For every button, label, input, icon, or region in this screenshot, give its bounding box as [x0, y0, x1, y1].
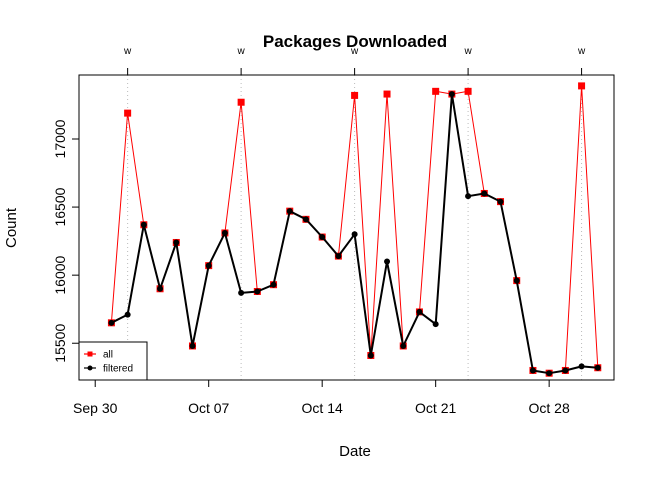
legend-swatch-filtered	[87, 365, 93, 371]
chart-title: Packages Downloaded	[263, 32, 447, 51]
x-tick-label-1: Oct 07	[188, 400, 229, 416]
point-all-1	[124, 109, 132, 117]
point-filtered-8	[238, 289, 245, 296]
point-filtered-1	[124, 311, 131, 318]
point-filtered-18	[400, 342, 407, 349]
point-filtered-14	[335, 253, 342, 260]
point-filtered-0	[108, 319, 115, 326]
series-layer	[107, 82, 602, 377]
point-filtered-5	[189, 342, 196, 349]
week-tick-label-2: w	[350, 46, 359, 57]
point-filtered-28	[562, 367, 569, 374]
x-tick-label-0: Sep 30	[73, 400, 118, 416]
y-tick-label-2: 16500	[52, 187, 68, 226]
point-filtered-26	[529, 367, 536, 374]
x-tick-label-4: Oct 28	[529, 400, 570, 416]
x-tick-label-2: Oct 14	[302, 400, 343, 416]
point-all-29	[578, 82, 586, 90]
point-filtered-13	[319, 234, 326, 241]
point-filtered-29	[578, 363, 585, 370]
point-filtered-24	[497, 198, 504, 205]
point-filtered-4	[173, 239, 180, 246]
point-filtered-16	[367, 352, 374, 359]
week-tick-label-0: w	[123, 46, 132, 57]
point-filtered-9	[254, 288, 261, 295]
point-filtered-27	[546, 370, 553, 377]
y-tick-label-0: 15500	[52, 324, 68, 363]
y-axis: 15500 16000 16500 17000	[52, 119, 79, 363]
point-filtered-6	[205, 262, 212, 269]
point-filtered-10	[270, 281, 277, 288]
y-tick-label-1: 16000	[52, 255, 68, 294]
point-filtered-15	[351, 231, 358, 238]
week-marker-lines	[127, 75, 583, 380]
point-filtered-3	[157, 285, 164, 292]
week-tick-label-3: w	[463, 46, 472, 57]
x-axis-label: Date	[339, 443, 371, 460]
point-filtered-2	[140, 221, 147, 228]
point-filtered-19	[416, 308, 423, 315]
week-tick-label-4: w	[577, 46, 586, 57]
point-filtered-11	[286, 208, 293, 215]
point-filtered-12	[302, 216, 309, 223]
x-axis: Sep 30 Oct 07 Oct 14 Oct 21 Oct 28	[73, 379, 570, 416]
legend-box	[78, 341, 148, 381]
legend-label-all: all	[103, 350, 113, 361]
point-filtered-17	[384, 258, 391, 265]
series-filtered	[108, 91, 601, 377]
point-all-22	[464, 87, 472, 95]
point-all-20	[432, 87, 440, 95]
point-filtered-7	[221, 229, 228, 236]
point-filtered-30	[594, 364, 601, 371]
legend-swatch-all	[87, 351, 93, 357]
point-all-15	[351, 91, 359, 99]
point-all-17	[383, 90, 391, 98]
point-filtered-20	[432, 321, 439, 328]
x-tick-label-3: Oct 21	[415, 400, 456, 416]
point-filtered-23	[481, 190, 488, 197]
y-axis-label: Count	[3, 207, 20, 248]
point-filtered-21	[448, 91, 455, 98]
legend-label-filtered: filtered	[103, 364, 133, 375]
week-tick-label-1: w	[237, 46, 246, 57]
legend: all filtered	[78, 341, 148, 381]
point-all-8	[237, 98, 245, 106]
y-tick-label-3: 17000	[52, 119, 68, 158]
point-filtered-22	[465, 193, 472, 200]
point-filtered-25	[513, 277, 520, 284]
